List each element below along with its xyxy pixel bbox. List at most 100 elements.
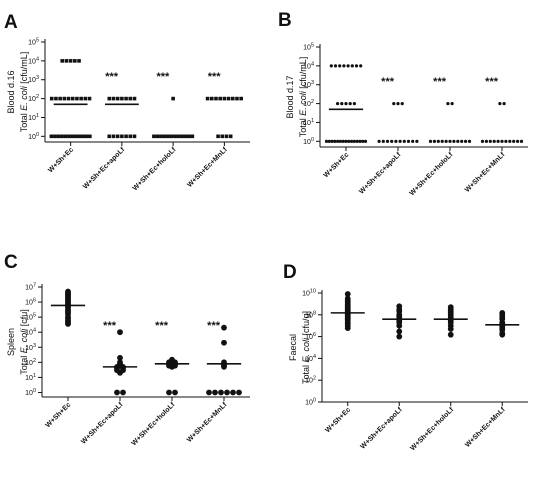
panel-letter: C — [4, 252, 18, 273]
data-point — [169, 134, 174, 139]
significance-label: *** — [207, 320, 221, 332]
x-tick-label: W+Sh+Ec+holoLf — [409, 406, 455, 452]
y-tick-label: 104 — [25, 328, 36, 337]
data-point — [359, 64, 363, 68]
data-point — [176, 134, 181, 139]
data-point — [440, 139, 444, 143]
data-point — [499, 309, 506, 316]
panel-letter: A — [4, 12, 18, 33]
data-point — [396, 101, 400, 106]
data-point — [500, 139, 504, 143]
data-point — [180, 134, 184, 139]
data-point — [60, 59, 65, 63]
y-tick-label: 108 — [305, 310, 316, 319]
data-point — [504, 139, 508, 143]
data-point — [336, 101, 340, 106]
data-point — [58, 96, 62, 101]
x-tick-label: W+Sh+Ec+MnLf — [464, 406, 507, 449]
data-point — [446, 101, 450, 106]
data-point — [355, 139, 359, 143]
x-tick-label: W+Sh+Ec — [323, 151, 351, 179]
data-point — [128, 96, 133, 101]
data-point — [347, 139, 351, 143]
y-tick-label: 101 — [303, 118, 314, 127]
data-point — [348, 101, 352, 106]
data-point — [460, 139, 464, 143]
data-point — [190, 134, 195, 139]
data-point — [428, 139, 433, 143]
y-tick-label: 102 — [303, 99, 314, 108]
data-point — [467, 139, 472, 143]
data-point — [402, 139, 406, 143]
y-tick-label: 106 — [25, 298, 36, 307]
data-point — [456, 139, 460, 143]
data-point — [183, 134, 188, 139]
data-point — [344, 101, 348, 106]
data-point — [81, 134, 85, 139]
data-point — [120, 96, 124, 101]
data-point — [358, 139, 362, 143]
x-tick-label: W+Sh+Ec+apoLf — [360, 406, 405, 451]
data-point — [132, 134, 137, 139]
data-point — [508, 139, 512, 143]
data-point — [394, 139, 398, 143]
data-point — [64, 59, 69, 63]
data-point — [492, 139, 496, 143]
x-tick-label: W+Sh+Ec+holoLf — [409, 151, 455, 197]
data-point — [327, 139, 331, 143]
data-point — [74, 134, 78, 139]
data-point — [115, 96, 120, 101]
data-point — [344, 139, 348, 143]
data-point — [344, 295, 351, 302]
data-point — [352, 101, 356, 106]
y-tick-label: 105 — [25, 313, 36, 322]
y-tick-label: 101 — [25, 373, 36, 382]
data-point — [400, 101, 404, 106]
data-point — [519, 139, 524, 143]
data-point — [480, 139, 485, 143]
data-point — [124, 96, 128, 101]
significance-label: *** — [433, 76, 447, 88]
data-point — [396, 328, 403, 335]
data-point — [166, 389, 172, 396]
x-tick-label: W+Sh+Ec+apoLf — [80, 401, 125, 446]
data-point — [79, 96, 83, 101]
data-point — [239, 96, 243, 101]
data-point — [377, 139, 381, 143]
data-point — [77, 59, 81, 63]
y-tick-label: 105 — [303, 43, 314, 52]
significance-label: *** — [208, 71, 222, 83]
data-point — [406, 139, 411, 143]
data-point — [329, 64, 333, 68]
y-tick-label: 104 — [305, 354, 316, 363]
data-point — [212, 389, 218, 396]
data-point — [447, 304, 454, 311]
data-point — [398, 139, 402, 143]
y-tick-label: 101 — [28, 113, 39, 122]
data-point — [512, 139, 516, 143]
x-tick-label: W+Sh+Ec — [45, 401, 73, 429]
data-point — [220, 134, 225, 139]
data-point — [75, 96, 79, 101]
data-point — [162, 134, 167, 139]
x-tick-label: W+Sh+Ec+apoLf — [358, 151, 403, 196]
data-point — [340, 101, 344, 106]
y-axis-label: Blood d.17 — [285, 75, 295, 118]
y-tick-label: 107 — [25, 283, 36, 292]
data-point — [171, 96, 175, 101]
data-point — [484, 139, 488, 143]
data-point — [67, 134, 71, 139]
data-point — [390, 139, 394, 143]
data-point — [224, 389, 230, 396]
data-point — [392, 101, 396, 106]
data-point — [49, 96, 54, 101]
data-point — [115, 134, 120, 139]
data-point — [411, 139, 415, 143]
data-point — [396, 333, 403, 340]
x-tick-label: W+Sh+Ec+apoLf — [82, 146, 127, 191]
data-point — [62, 96, 67, 101]
data-point — [361, 139, 365, 143]
